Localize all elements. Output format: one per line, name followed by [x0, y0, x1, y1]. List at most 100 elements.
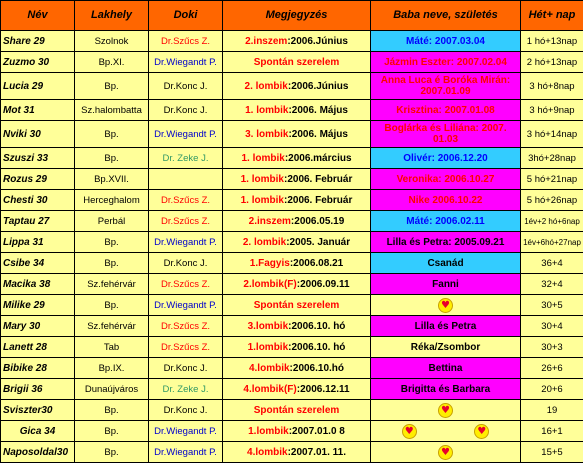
name-cell[interactable]: Zuzmo 30	[1, 52, 75, 73]
name-cell[interactable]: Chesti 30	[1, 190, 75, 211]
baby-cell[interactable]: Bettina	[371, 358, 521, 379]
note-cell[interactable]: 1. lombik:2006.március	[223, 148, 371, 169]
note-cell[interactable]: 2. lombik:2005. Január	[223, 232, 371, 253]
baby-cell[interactable]: Lilla és Petra: 2005.09.21	[371, 232, 521, 253]
age-cell[interactable]: 26+6	[521, 358, 583, 379]
name-cell[interactable]: Taptau 27	[1, 211, 75, 232]
name-cell[interactable]: Csibe 34	[1, 253, 75, 274]
city-cell[interactable]: Tab	[75, 337, 149, 358]
note-cell[interactable]: 1. lombik:2006. Február	[223, 169, 371, 190]
city-cell[interactable]: Bp.XI.	[75, 52, 149, 73]
city-cell[interactable]: Herceghalom	[75, 190, 149, 211]
city-cell[interactable]: Bp.	[75, 232, 149, 253]
note-cell[interactable]: 4.lombik(F):2006.12.11	[223, 379, 371, 400]
name-cell[interactable]: Bibike 28	[1, 358, 75, 379]
name-cell[interactable]: Mary 30	[1, 316, 75, 337]
age-cell[interactable]: 3 hó+14nap	[521, 121, 583, 148]
header-megjegyzes[interactable]: Megjegyzés	[223, 1, 371, 31]
doctor-cell[interactable]: Dr.Konc J.	[149, 100, 223, 121]
header-nev[interactable]: Név	[1, 1, 75, 31]
name-cell[interactable]: Sviszter30	[1, 400, 75, 421]
baby-cell[interactable]: Lilla és Petra	[371, 316, 521, 337]
baby-cell[interactable]: Boglárka és Liliána: 2007. 01.03	[371, 121, 521, 148]
name-cell[interactable]: Milike 29	[1, 295, 75, 316]
baby-cell[interactable]: Máté: 2007.03.04	[371, 31, 521, 52]
city-cell[interactable]: Bp.	[75, 73, 149, 100]
doctor-cell[interactable]: Dr.Szűcs Z.	[149, 274, 223, 295]
city-cell[interactable]: Bp.	[75, 148, 149, 169]
baby-cell[interactable]: Réka/Zsombor	[371, 337, 521, 358]
header-doki[interactable]: Doki	[149, 1, 223, 31]
city-cell[interactable]: Bp.IX.	[75, 358, 149, 379]
city-cell[interactable]: Perbál	[75, 211, 149, 232]
note-cell[interactable]: 1.lombik:2006.10. hó	[223, 337, 371, 358]
note-cell[interactable]: Spontán szerelem	[223, 52, 371, 73]
header-lakhely[interactable]: Lakhely	[75, 1, 149, 31]
name-cell[interactable]: Gica 34	[1, 421, 75, 442]
name-cell[interactable]: Macika 38	[1, 274, 75, 295]
age-cell[interactable]: 5 hó+26nap	[521, 190, 583, 211]
name-cell[interactable]: Lucia 29	[1, 73, 75, 100]
city-cell[interactable]: Sz.fehérvár	[75, 316, 149, 337]
age-cell[interactable]: 20+6	[521, 379, 583, 400]
baby-cell[interactable]: Anna Luca é Boróka Mirán: 2007.01.09	[371, 73, 521, 100]
baby-cell[interactable]: Olivér: 2006.12.20	[371, 148, 521, 169]
doctor-cell[interactable]: Dr.Konc J.	[149, 358, 223, 379]
age-cell[interactable]: 3 hó+8nap	[521, 73, 583, 100]
doctor-cell[interactable]: Dr. Zeke J.	[149, 379, 223, 400]
age-cell[interactable]: 3 hó+9nap	[521, 100, 583, 121]
doctor-cell[interactable]: Dr.Wiegandt P.	[149, 121, 223, 148]
city-cell[interactable]: Bp.	[75, 121, 149, 148]
age-cell[interactable]: 30+3	[521, 337, 583, 358]
note-cell[interactable]: Spontán szerelem	[223, 295, 371, 316]
age-cell[interactable]: 19	[521, 400, 583, 421]
note-cell[interactable]: 1. lombik:2006. Február	[223, 190, 371, 211]
city-cell[interactable]: Sz.fehérvár	[75, 274, 149, 295]
age-cell[interactable]: 2 hó+13nap	[521, 52, 583, 73]
name-cell[interactable]: Brigii 36	[1, 379, 75, 400]
note-cell[interactable]: 1.lombik:2007.01.0 8	[223, 421, 371, 442]
note-cell[interactable]: 2.inszem:2006.05.19	[223, 211, 371, 232]
doctor-cell[interactable]: Dr.Szűcs Z.	[149, 31, 223, 52]
name-cell[interactable]: Rozus 29	[1, 169, 75, 190]
note-cell[interactable]: 1.Fagyis:2006.08.21	[223, 253, 371, 274]
baby-cell[interactable]: Nike 2006.10.22	[371, 190, 521, 211]
baby-cell[interactable]: Jázmin Eszter: 2007.02.04	[371, 52, 521, 73]
city-cell[interactable]: Bp.	[75, 421, 149, 442]
name-cell[interactable]: Nviki 30	[1, 121, 75, 148]
city-cell[interactable]: Bp.XVII.	[75, 169, 149, 190]
doctor-cell[interactable]: Dr.Wiegandt P.	[149, 421, 223, 442]
baby-cell[interactable]: Brigitta és Barbara	[371, 379, 521, 400]
doctor-cell[interactable]: Dr. Zeke J.	[149, 148, 223, 169]
city-cell[interactable]: Sz.halombatta	[75, 100, 149, 121]
doctor-cell[interactable]: Dr.Konc J.	[149, 400, 223, 421]
doctor-cell[interactable]: Dr.Konc J.	[149, 73, 223, 100]
header-baba[interactable]: Baba neve, születés	[371, 1, 521, 31]
city-cell[interactable]: Bp.	[75, 253, 149, 274]
baby-cell[interactable]	[371, 295, 521, 316]
city-cell[interactable]: Szolnok	[75, 31, 149, 52]
name-cell[interactable]: Lippa 31	[1, 232, 75, 253]
note-cell[interactable]: 4.lombik:2006.10.hó	[223, 358, 371, 379]
note-cell[interactable]: 1. lombik:2006. Május	[223, 100, 371, 121]
doctor-cell[interactable]: Dr.Szűcs Z.	[149, 337, 223, 358]
age-cell[interactable]: 1év+6hó+27nap	[521, 232, 583, 253]
age-cell[interactable]: 30+4	[521, 316, 583, 337]
baby-cell[interactable]: Veronika: 2006.10.27	[371, 169, 521, 190]
name-cell[interactable]: Szuszi 33	[1, 148, 75, 169]
name-cell[interactable]: Share 29	[1, 31, 75, 52]
age-cell[interactable]: 1 hó+13nap	[521, 31, 583, 52]
doctor-cell[interactable]: Dr.Szűcs Z.	[149, 190, 223, 211]
city-cell[interactable]: Bp.	[75, 400, 149, 421]
header-het[interactable]: Hét+ nap	[521, 1, 583, 31]
city-cell[interactable]: Dunaújváros	[75, 379, 149, 400]
note-cell[interactable]: 3.lombik:2006.10. hó	[223, 316, 371, 337]
doctor-cell[interactable]: Dr.Szűcs Z.	[149, 316, 223, 337]
note-cell[interactable]: 3. lombik:2006. Május	[223, 121, 371, 148]
doctor-cell[interactable]: Dr.Konc J.	[149, 253, 223, 274]
doctor-cell[interactable]: Dr.Wiegandt P.	[149, 232, 223, 253]
baby-cell[interactable]: Máté: 2006.02.11	[371, 211, 521, 232]
doctor-cell[interactable]: Dr.Wiegandt P.	[149, 52, 223, 73]
name-cell[interactable]: Mot 31	[1, 100, 75, 121]
doctor-cell[interactable]: Dr.Szűcs Z.	[149, 211, 223, 232]
